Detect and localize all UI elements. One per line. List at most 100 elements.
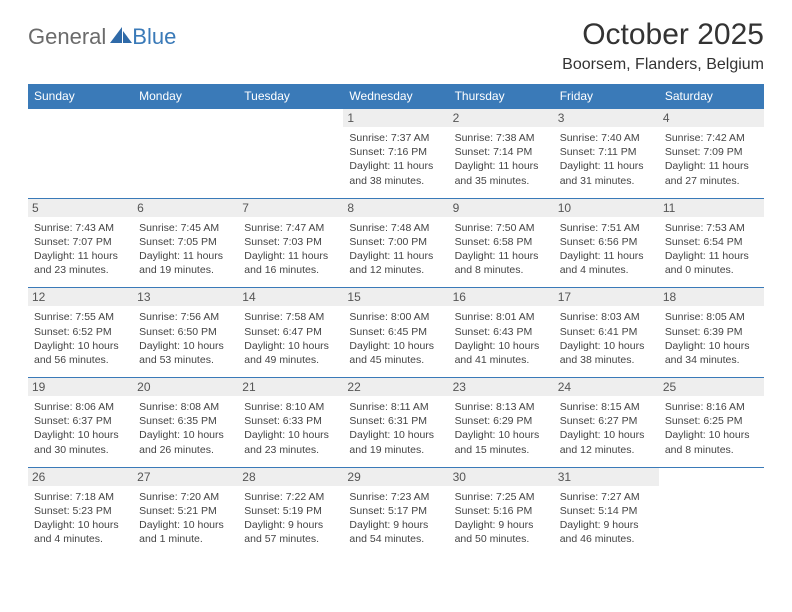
sunset-text: Sunset: 7:09 PM xyxy=(665,145,758,159)
calendar-cell: 24 Sunrise: 8:15 AMSunset: 6:27 PMDayligh… xyxy=(554,378,659,468)
day-details: Sunrise: 7:42 AMSunset: 7:09 PMDaylight:… xyxy=(665,131,758,188)
calendar-cell xyxy=(28,109,133,199)
day-header-row: Sunday Monday Tuesday Wednesday Thursday… xyxy=(28,84,764,109)
sunrise-text: Sunrise: 7:23 AM xyxy=(349,490,442,504)
sunrise-text: Sunrise: 7:47 AM xyxy=(244,221,337,235)
calendar-cell: 30Sunrise: 7:25 AMSunset: 5:16 PMDayligh… xyxy=(449,467,554,556)
daylight-text: Daylight: 10 hours and 15 minutes. xyxy=(455,428,548,456)
calendar-cell: 14 Sunrise: 7:58 AMSunset: 6:47 PMDayligh… xyxy=(238,288,343,378)
title-block: October 2025 Boorsem, Flanders, Belgium xyxy=(562,18,764,74)
sunset-text: Sunset: 6:37 PM xyxy=(34,414,127,428)
day-details: Sunrise: 8:13 AMSunset: 6:29 PMDaylight:… xyxy=(455,400,548,457)
day-details: Sunrise: 8:10 AMSunset: 6:33 PMDaylight:… xyxy=(244,400,337,457)
sunrise-text: Sunrise: 7:43 AM xyxy=(34,221,127,235)
day-number: 5 xyxy=(28,199,133,217)
sunset-text: Sunset: 5:16 PM xyxy=(455,504,548,518)
page-title: October 2025 xyxy=(562,18,764,52)
sunset-text: Sunset: 7:00 PM xyxy=(349,235,442,249)
daylight-text: Daylight: 10 hours and 12 minutes. xyxy=(560,428,653,456)
calendar-cell: 29Sunrise: 7:23 AMSunset: 5:17 PMDayligh… xyxy=(343,467,448,556)
sunrise-text: Sunrise: 8:15 AM xyxy=(560,400,653,414)
day-number: 6 xyxy=(133,199,238,217)
daylight-text: Daylight: 10 hours and 23 minutes. xyxy=(244,428,337,456)
calendar-week-row: 1Sunrise: 7:37 AMSunset: 7:16 PMDaylight… xyxy=(28,109,764,199)
sunrise-text: Sunrise: 8:01 AM xyxy=(455,310,548,324)
sunrise-text: Sunrise: 7:53 AM xyxy=(665,221,758,235)
sunrise-text: Sunrise: 7:25 AM xyxy=(455,490,548,504)
header-row: General Blue October 2025 Boorsem, Fland… xyxy=(28,18,764,74)
sunrise-text: Sunrise: 7:37 AM xyxy=(349,131,442,145)
sunrise-text: Sunrise: 8:03 AM xyxy=(560,310,653,324)
calendar-cell: 12Sunrise: 7:55 AMSunset: 6:52 PMDayligh… xyxy=(28,288,133,378)
calendar-cell: 15Sunrise: 8:00 AMSunset: 6:45 PMDayligh… xyxy=(343,288,448,378)
calendar-page: General Blue October 2025 Boorsem, Fland… xyxy=(0,0,792,576)
daylight-text: Daylight: 11 hours and 12 minutes. xyxy=(349,249,442,277)
sunset-text: Sunset: 7:16 PM xyxy=(349,145,442,159)
daylight-text: Daylight: 9 hours and 46 minutes. xyxy=(560,518,653,546)
calendar-cell: 11Sunrise: 7:53 AMSunset: 6:54 PMDayligh… xyxy=(659,198,764,288)
calendar-week-row: 5 Sunrise: 7:43 AMSunset: 7:07 PM Daylight… xyxy=(28,198,764,288)
calendar-cell: 25Sunrise: 8:16 AMSunset: 6:25 PMDayligh… xyxy=(659,378,764,468)
sunset-text: Sunset: 6:29 PM xyxy=(455,414,548,428)
day-number: 3 xyxy=(554,109,659,127)
day-details: Sunrise: 7:53 AMSunset: 6:54 PMDaylight:… xyxy=(665,221,758,278)
day-number: 9 xyxy=(449,199,554,217)
calendar-body: 1Sunrise: 7:37 AMSunset: 7:16 PMDaylight… xyxy=(28,109,764,557)
daylight-text: Daylight: 11 hours and 19 minutes. xyxy=(139,249,232,277)
calendar-cell: 4Sunrise: 7:42 AMSunset: 7:09 PMDaylight… xyxy=(659,109,764,199)
calendar-week-row: 26Sunrise: 7:18 AMSunset: 5:23 PMDayligh… xyxy=(28,467,764,556)
day-details: Sunrise: 8:06 AMSunset: 6:37 PMDaylight:… xyxy=(34,400,127,457)
calendar-cell: 7 Sunrise: 7:47 AMSunset: 7:03 PMDaylight… xyxy=(238,198,343,288)
day-number: 29 xyxy=(343,468,448,486)
calendar-cell: 31Sunrise: 7:27 AMSunset: 5:14 PMDayligh… xyxy=(554,467,659,556)
calendar-cell: 1Sunrise: 7:37 AMSunset: 7:16 PMDaylight… xyxy=(343,109,448,199)
sunset-text: Sunset: 6:27 PM xyxy=(560,414,653,428)
sunset-text: Sunset: 7:07 PM xyxy=(34,235,127,249)
calendar-cell xyxy=(133,109,238,199)
calendar-cell: 3Sunrise: 7:40 AMSunset: 7:11 PMDaylight… xyxy=(554,109,659,199)
sunset-text: Sunset: 6:33 PM xyxy=(244,414,337,428)
calendar-week-row: 12Sunrise: 7:55 AMSunset: 6:52 PMDayligh… xyxy=(28,288,764,378)
brand-logo: General Blue xyxy=(28,18,176,50)
day-number: 24 xyxy=(554,378,659,396)
daylight-text: Daylight: 10 hours and 53 minutes. xyxy=(139,339,232,367)
daylight-text: Daylight: 10 hours and 19 minutes. xyxy=(349,428,442,456)
day-number: 7 xyxy=(238,199,343,217)
day-number: 27 xyxy=(133,468,238,486)
sunrise-text: Sunrise: 7:55 AM xyxy=(34,310,127,324)
daylight-text: Daylight: 11 hours and 8 minutes. xyxy=(455,249,548,277)
day-header: Thursday xyxy=(449,84,554,109)
calendar-cell: 5Sunrise: 7:43 AMSunset: 7:07 PMDaylight… xyxy=(28,198,133,288)
day-number: 19 xyxy=(28,378,133,396)
sunset-text: Sunset: 6:39 PM xyxy=(665,325,758,339)
sunset-text: Sunset: 5:17 PM xyxy=(349,504,442,518)
day-details: Sunrise: 7:38 AMSunset: 7:14 PMDaylight:… xyxy=(455,131,548,188)
day-details: Sunrise: 7:58 AMSunset: 6:47 PMDaylight:… xyxy=(244,310,337,367)
day-header: Sunday xyxy=(28,84,133,109)
day-number: 14 xyxy=(238,288,343,306)
sunset-text: Sunset: 7:05 PM xyxy=(139,235,232,249)
calendar-cell: 13Sunrise: 7:56 AMSunset: 6:50 PMDayligh… xyxy=(133,288,238,378)
sunset-text: Sunset: 7:03 PM xyxy=(244,235,337,249)
calendar-cell xyxy=(238,109,343,199)
daylight-text: Daylight: 10 hours and 26 minutes. xyxy=(139,428,232,456)
day-number: 30 xyxy=(449,468,554,486)
daylight-text: Daylight: 10 hours and 56 minutes. xyxy=(34,339,127,367)
calendar-week-row: 19 Sunrise: 8:06 AMSunset: 6:37 PMDayligh… xyxy=(28,378,764,468)
day-details: Sunrise: 7:47 AMSunset: 7:03 PMDaylight:… xyxy=(244,221,337,278)
day-number: 28 xyxy=(238,468,343,486)
day-details: Sunrise: 7:56 AMSunset: 6:50 PMDaylight:… xyxy=(139,310,232,367)
sunrise-text: Sunrise: 8:10 AM xyxy=(244,400,337,414)
daylight-text: Daylight: 10 hours and 45 minutes. xyxy=(349,339,442,367)
sunset-text: Sunset: 6:47 PM xyxy=(244,325,337,339)
calendar-cell: 26Sunrise: 7:18 AMSunset: 5:23 PMDayligh… xyxy=(28,467,133,556)
day-number: 2 xyxy=(449,109,554,127)
sunset-text: Sunset: 7:11 PM xyxy=(560,145,653,159)
sunset-text: Sunset: 5:23 PM xyxy=(34,504,127,518)
day-number: 22 xyxy=(343,378,448,396)
sunrise-text: Sunrise: 8:00 AM xyxy=(349,310,442,324)
sunset-text: Sunset: 6:50 PM xyxy=(139,325,232,339)
sunset-text: Sunset: 5:19 PM xyxy=(244,504,337,518)
calendar-cell: 2 Sunrise: 7:38 AMSunset: 7:14 PMDaylight… xyxy=(449,109,554,199)
day-number: 16 xyxy=(449,288,554,306)
